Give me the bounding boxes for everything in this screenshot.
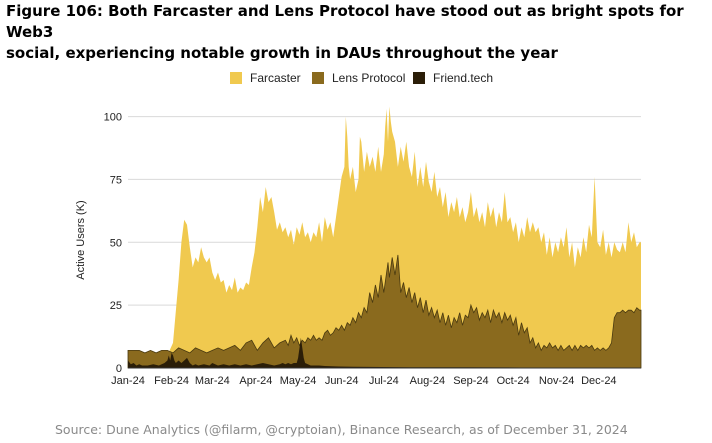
x-tick-label: Feb-24 [154,375,189,387]
source-note: Source: Dune Analytics (@filarm, @crypto… [55,422,628,437]
x-tick-label: Jul-24 [369,375,399,387]
legend-item-farcaster: Farcaster [230,70,301,86]
area-chart: 0 25 50 75 100 Jan-24 Feb-24 Mar-24 Apr-24 May-24… [75,106,642,387]
legend-label-friend-tech: Friend.tech [433,71,494,85]
chart-legend: Farcaster Lens Protocol Friend.tech [0,70,712,86]
chart-areas [127,106,642,369]
legend-item-lens-protocol: Lens Protocol [312,70,405,86]
x-tick-label: Sep-24 [453,375,488,387]
chart-axes: 0 25 50 75 100 Jan-24 Feb-24 Mar-24 Apr-24 May-24… [104,112,641,387]
y-tick-label: 25 [110,300,122,312]
area-series-lens-protocol [127,254,642,369]
legend-label-lens-protocol: Lens Protocol [332,71,406,85]
x-tick-label: Apr-24 [239,375,272,387]
figure-title-line-2: social, experiencing notable growth in D… [6,44,558,62]
x-tick-label: Oct-24 [497,375,530,387]
x-tick-label: May-24 [280,375,317,387]
x-tick-label: Aug-24 [410,375,445,387]
x-tick-label: Dec-24 [581,375,616,387]
y-tick-label: 75 [110,174,122,186]
figure-title: Figure 106: Both Farcaster and Lens Prot… [6,1,706,64]
area-series-friend-tech [128,337,641,368]
x-tick-label: Jan-24 [111,375,145,387]
legend-item-friend-tech: Friend.tech [413,70,493,86]
legend-swatch-friend-tech [413,72,425,84]
x-tick-label: Nov-24 [539,375,574,387]
figure-title-line-1: Figure 106: Both Farcaster and Lens Prot… [6,2,684,41]
area-series-farcaster [128,106,641,368]
y-axis-label: Active Users (K) [75,200,87,279]
x-tick-label: Mar-24 [195,375,230,387]
legend-label-farcaster: Farcaster [250,71,301,85]
legend-swatch-lens-protocol [312,72,324,84]
legend-swatch-farcaster [230,72,242,84]
y-tick-label: 50 [110,237,122,249]
y-tick-label: 100 [104,112,122,124]
y-tick-label: 0 [116,363,122,375]
x-tick-label: Jun-24 [325,375,359,387]
